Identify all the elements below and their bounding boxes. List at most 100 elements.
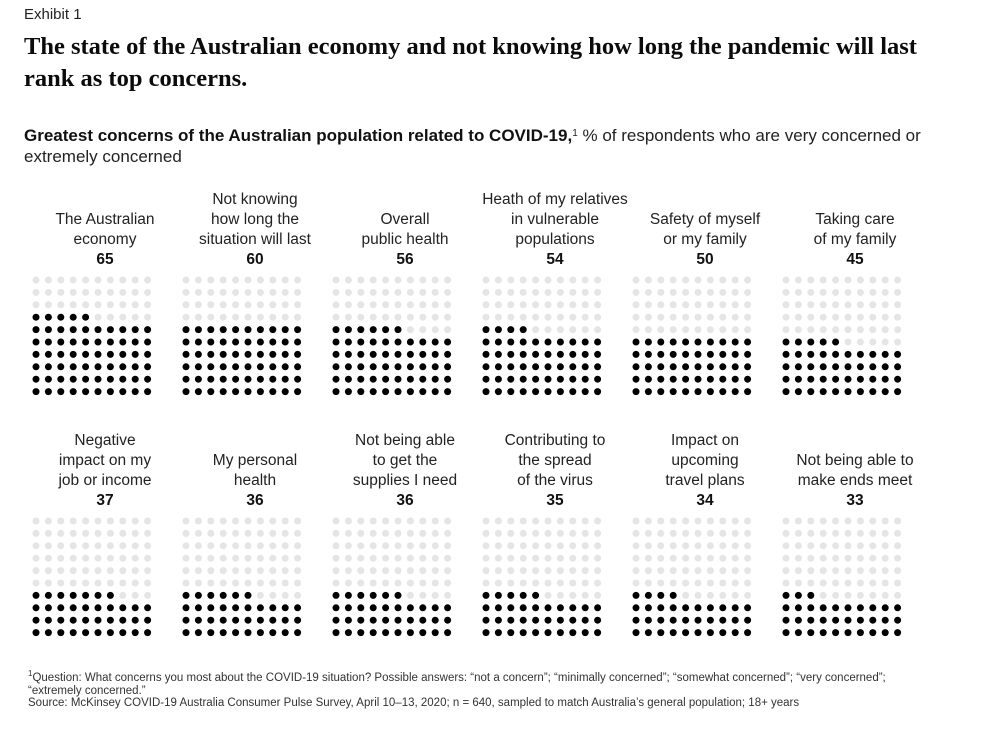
empty-dot <box>719 554 727 562</box>
empty-dot <box>594 529 602 537</box>
empty-dot <box>894 313 902 321</box>
empty-dot <box>569 579 577 587</box>
empty-dot <box>856 567 864 575</box>
filled-dot <box>94 604 102 612</box>
empty-dot <box>119 313 127 321</box>
filled-dot <box>344 616 352 624</box>
empty-dot <box>244 567 252 575</box>
empty-dot <box>694 554 702 562</box>
empty-dot <box>669 288 677 296</box>
empty-dot <box>406 542 414 550</box>
empty-dot <box>57 542 65 550</box>
filled-dot <box>431 375 439 383</box>
empty-dot <box>294 288 302 296</box>
empty-dot <box>544 591 552 599</box>
waffle-grid <box>182 517 302 637</box>
filled-dot <box>731 350 739 358</box>
empty-dot <box>382 301 390 309</box>
empty-dot <box>144 313 152 321</box>
filled-dot <box>82 363 90 371</box>
category-label: Impact on upcoming travel plans <box>665 432 745 489</box>
filled-dot <box>344 629 352 637</box>
filled-dot <box>669 591 677 599</box>
empty-dot <box>281 542 289 550</box>
empty-dot <box>832 579 840 587</box>
empty-dot <box>219 579 227 587</box>
empty-dot <box>719 529 727 537</box>
filled-dot <box>431 338 439 346</box>
filled-dot <box>594 616 602 624</box>
empty-dot <box>419 542 427 550</box>
filled-dot <box>69 338 77 346</box>
filled-dot <box>57 326 65 334</box>
filled-dot <box>731 375 739 383</box>
empty-dot <box>556 567 564 575</box>
filled-dot <box>632 350 640 358</box>
empty-dot <box>644 567 652 575</box>
empty-dot <box>182 313 190 321</box>
filled-dot <box>657 616 665 624</box>
filled-dot <box>507 591 515 599</box>
empty-dot <box>482 301 490 309</box>
empty-dot <box>657 301 665 309</box>
empty-dot <box>581 542 589 550</box>
filled-dot <box>194 629 202 637</box>
filled-dot <box>869 388 877 396</box>
filled-dot <box>832 350 840 358</box>
filled-dot <box>794 350 802 358</box>
empty-dot <box>569 301 577 309</box>
empty-dot <box>569 517 577 525</box>
empty-dot <box>719 326 727 334</box>
empty-dot <box>731 313 739 321</box>
filled-dot <box>869 616 877 624</box>
filled-dot <box>194 363 202 371</box>
filled-dot <box>32 313 40 321</box>
filled-dot <box>394 388 402 396</box>
empty-dot <box>731 301 739 309</box>
waffle-grid <box>32 276 152 396</box>
empty-dot <box>581 313 589 321</box>
filled-dot <box>232 591 240 599</box>
empty-dot <box>682 554 690 562</box>
empty-dot <box>44 529 52 537</box>
filled-dot <box>44 591 52 599</box>
empty-dot <box>507 542 515 550</box>
filled-dot <box>344 363 352 371</box>
empty-dot <box>844 326 852 334</box>
filled-dot <box>657 604 665 612</box>
empty-dot <box>106 301 114 309</box>
empty-dot <box>494 288 502 296</box>
footnote-marker: 1 <box>28 669 33 678</box>
empty-dot <box>106 313 114 321</box>
filled-dot <box>719 363 727 371</box>
filled-dot <box>494 629 502 637</box>
filled-dot <box>431 629 439 637</box>
filled-dot <box>294 388 302 396</box>
filled-dot <box>182 591 190 599</box>
empty-dot <box>131 313 139 321</box>
filled-dot <box>632 338 640 346</box>
filled-dot <box>657 375 665 383</box>
empty-dot <box>569 276 577 284</box>
empty-dot <box>819 554 827 562</box>
filled-dot <box>207 375 215 383</box>
empty-dot <box>82 567 90 575</box>
filled-dot <box>281 326 289 334</box>
filled-dot <box>256 326 264 334</box>
filled-dot <box>581 363 589 371</box>
filled-dot <box>682 375 690 383</box>
filled-dot <box>294 629 302 637</box>
filled-dot <box>244 616 252 624</box>
empty-dot <box>819 579 827 587</box>
filled-dot <box>32 604 40 612</box>
empty-dot <box>719 517 727 525</box>
filled-dot <box>669 363 677 371</box>
filled-dot <box>294 350 302 358</box>
filled-dot <box>294 375 302 383</box>
category-label: Negative impact on my job or income <box>58 432 152 489</box>
empty-dot <box>832 529 840 537</box>
category-value: 34 <box>696 492 714 509</box>
filled-dot <box>394 350 402 358</box>
filled-dot <box>369 338 377 346</box>
filled-dot <box>269 375 277 383</box>
